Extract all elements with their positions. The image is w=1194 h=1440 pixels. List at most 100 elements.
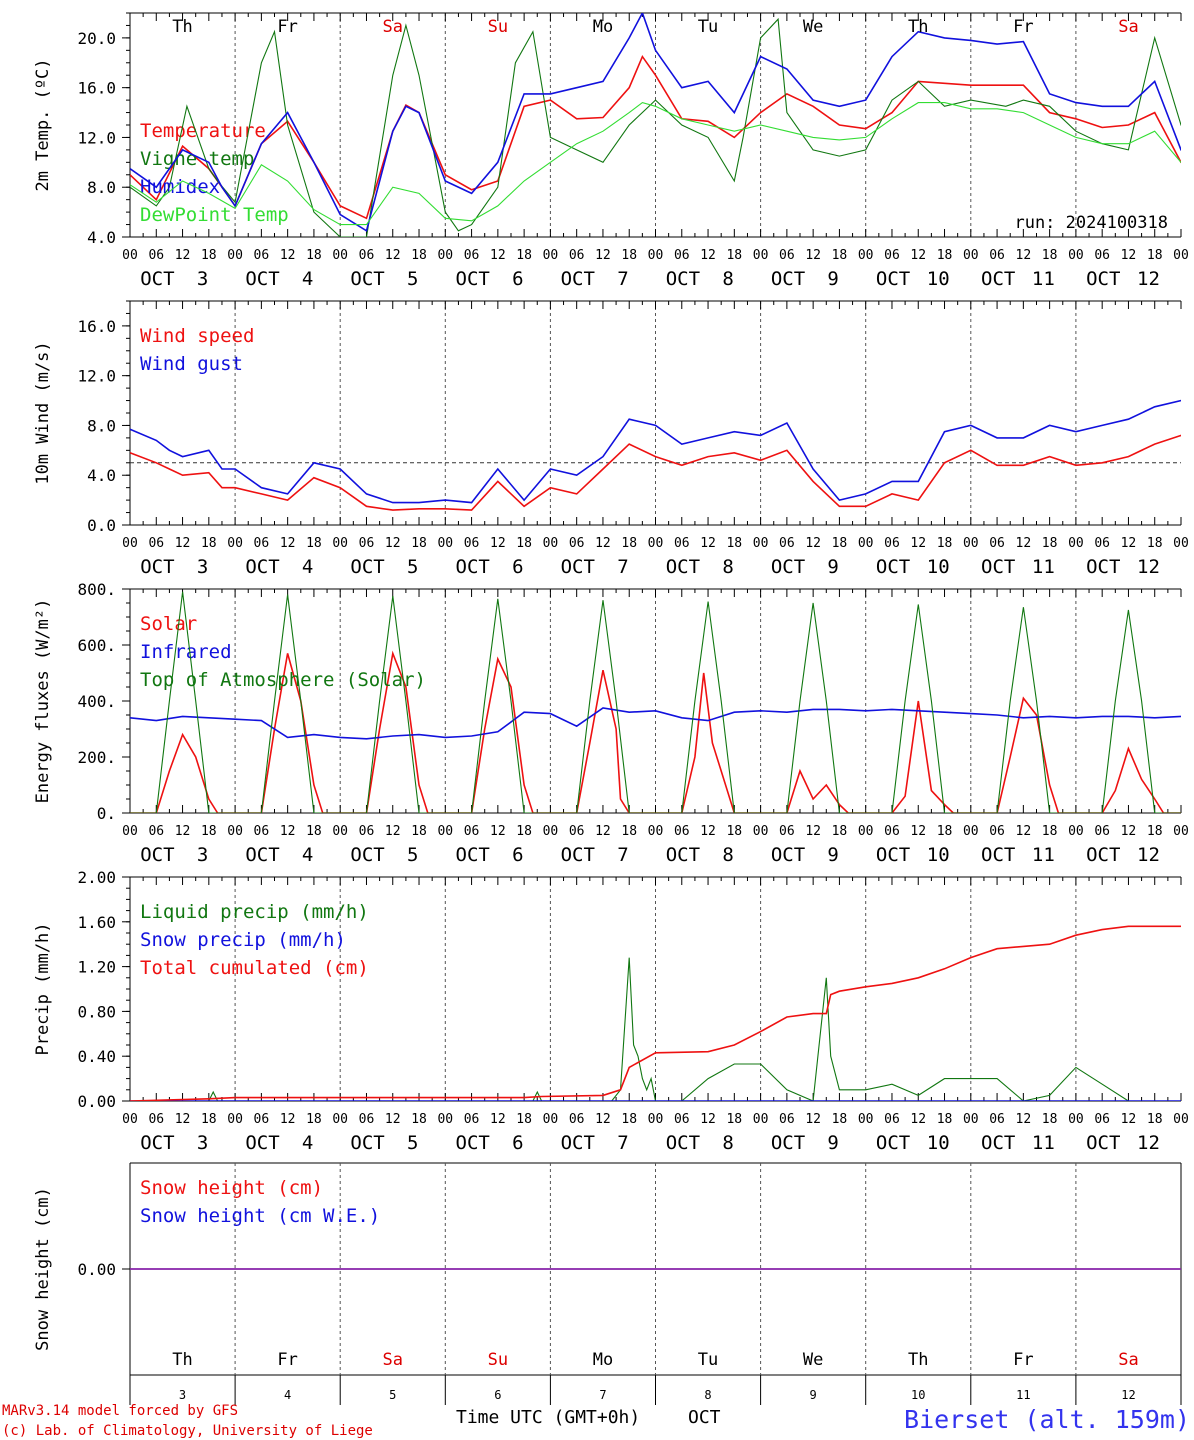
legend-entry: Total cumulated (cm)	[140, 957, 369, 979]
y-tick-label: 600.	[77, 636, 116, 655]
legend-entry: Liquid precip (mm/h)	[140, 901, 369, 923]
month-label: OCT	[245, 844, 279, 866]
series-top-of-atmosphere-solar-	[130, 591, 1181, 813]
hour-label: 00	[858, 248, 874, 263]
hour-label: 00	[648, 248, 664, 263]
y-tick-label: 20.0	[77, 29, 116, 48]
hour-label: 12	[1016, 824, 1032, 839]
month-label: OCT	[561, 268, 595, 290]
hour-label: 00	[227, 824, 243, 839]
hour-label: 00	[753, 824, 769, 839]
date-label: 3	[197, 268, 208, 290]
hour-label: 00	[1173, 824, 1189, 839]
hour-label: 00	[1173, 248, 1189, 263]
month-label: OCT	[1086, 556, 1120, 578]
hour-label: 12	[1121, 536, 1137, 551]
panel-precip: 0.00 0.40 0.80 1.20 1.60 2.00 Precip (mm/h) Liq…	[33, 868, 1189, 1154]
hour-label: 00	[1068, 824, 1084, 839]
date-label: 12	[1137, 556, 1160, 578]
month-label: OCT	[456, 556, 490, 578]
hour-label: 00	[122, 536, 138, 551]
date-label: 10	[911, 1388, 925, 1402]
date-label: 10	[927, 556, 950, 578]
day-label: Th	[908, 1350, 928, 1370]
hour-label: 06	[674, 536, 690, 551]
day-label: Su	[488, 1350, 508, 1370]
legend-entry: Temperature	[140, 120, 266, 142]
date-label: 6	[512, 268, 523, 290]
hour-label: 18	[937, 248, 953, 263]
hour-label: 18	[516, 536, 532, 551]
hour-label: 18	[726, 536, 742, 551]
hour-label: 18	[1042, 824, 1058, 839]
date-label: 12	[1121, 1388, 1135, 1402]
date-label: 8	[704, 1388, 711, 1402]
date-label: 9	[827, 556, 838, 578]
hour-label: 18	[201, 1112, 217, 1127]
date-label: 5	[407, 268, 418, 290]
series-total-cumulated-cm-	[130, 925, 1181, 1101]
hour-label: 00	[1068, 536, 1084, 551]
date-label: 10	[927, 268, 950, 290]
hour-label: 06	[569, 536, 585, 551]
month-label: OCT	[350, 1132, 384, 1154]
hour-label: 00	[963, 536, 979, 551]
series-dewpoint-temp	[130, 101, 1181, 226]
hour-label: 00	[963, 248, 979, 263]
y-tick-label: 0.40	[77, 1047, 116, 1066]
hour-label: 18	[411, 536, 427, 551]
hour-label: 18	[1147, 824, 1163, 839]
y-axis-label: 2m Temp. (ºC)	[33, 58, 53, 191]
date-label: 7	[617, 1132, 628, 1154]
month-label: OCT	[771, 844, 805, 866]
hour-label: 18	[1042, 536, 1058, 551]
hour-label: 18	[516, 248, 532, 263]
y-tick-label: 0.0	[87, 516, 116, 535]
hour-label: 12	[700, 248, 716, 263]
hour-label: 12	[910, 824, 926, 839]
hour-label: 18	[306, 1112, 322, 1127]
hour-label: 18	[201, 824, 217, 839]
date-label: 3	[197, 1132, 208, 1154]
hour-label: 00	[332, 248, 348, 263]
hour-label: 06	[884, 248, 900, 263]
hour-label: 06	[359, 536, 375, 551]
month-label: OCT	[456, 1132, 490, 1154]
hour-label: 00	[1068, 248, 1084, 263]
hour-label: 18	[1147, 536, 1163, 551]
series-humidex	[130, 13, 1181, 233]
hour-label: 06	[1094, 536, 1110, 551]
hour-label: 06	[989, 248, 1005, 263]
hour-label: 00	[648, 824, 664, 839]
hour-label: 12	[175, 248, 191, 263]
hour-label: 00	[332, 824, 348, 839]
day-label: Fr	[1013, 1350, 1033, 1370]
hour-label: 00	[963, 1112, 979, 1127]
hour-label: 06	[674, 824, 690, 839]
hour-label: 18	[621, 248, 637, 263]
hour-label: 06	[464, 1112, 480, 1127]
month-label: OCT	[981, 1132, 1015, 1154]
hour-label: 00	[227, 248, 243, 263]
hour-label: 06	[359, 1112, 375, 1127]
month-label: OCT	[140, 844, 174, 866]
month-label: OCT	[245, 556, 279, 578]
legend-entry: Snow precip (mm/h)	[140, 929, 346, 951]
date-label: 4	[284, 1388, 291, 1402]
hour-label: 06	[779, 248, 795, 263]
date-label: 6	[512, 1132, 523, 1154]
date-label: 10	[927, 1132, 950, 1154]
day-label: Th	[172, 1350, 192, 1370]
y-tick-label: 0.80	[77, 1002, 116, 1021]
y-tick-label: 16.0	[77, 317, 116, 336]
hour-label: 06	[779, 536, 795, 551]
hour-label: 18	[306, 536, 322, 551]
hour-label: 00	[753, 1112, 769, 1127]
hour-label: 00	[227, 1112, 243, 1127]
hour-label: 12	[700, 536, 716, 551]
hour-label: 00	[753, 536, 769, 551]
day-label: Mo	[593, 1350, 613, 1370]
month-label: OCT	[1086, 1132, 1120, 1154]
run-annotation: run: 2024100318	[1014, 213, 1168, 233]
day-label: Sa	[1118, 1350, 1138, 1370]
